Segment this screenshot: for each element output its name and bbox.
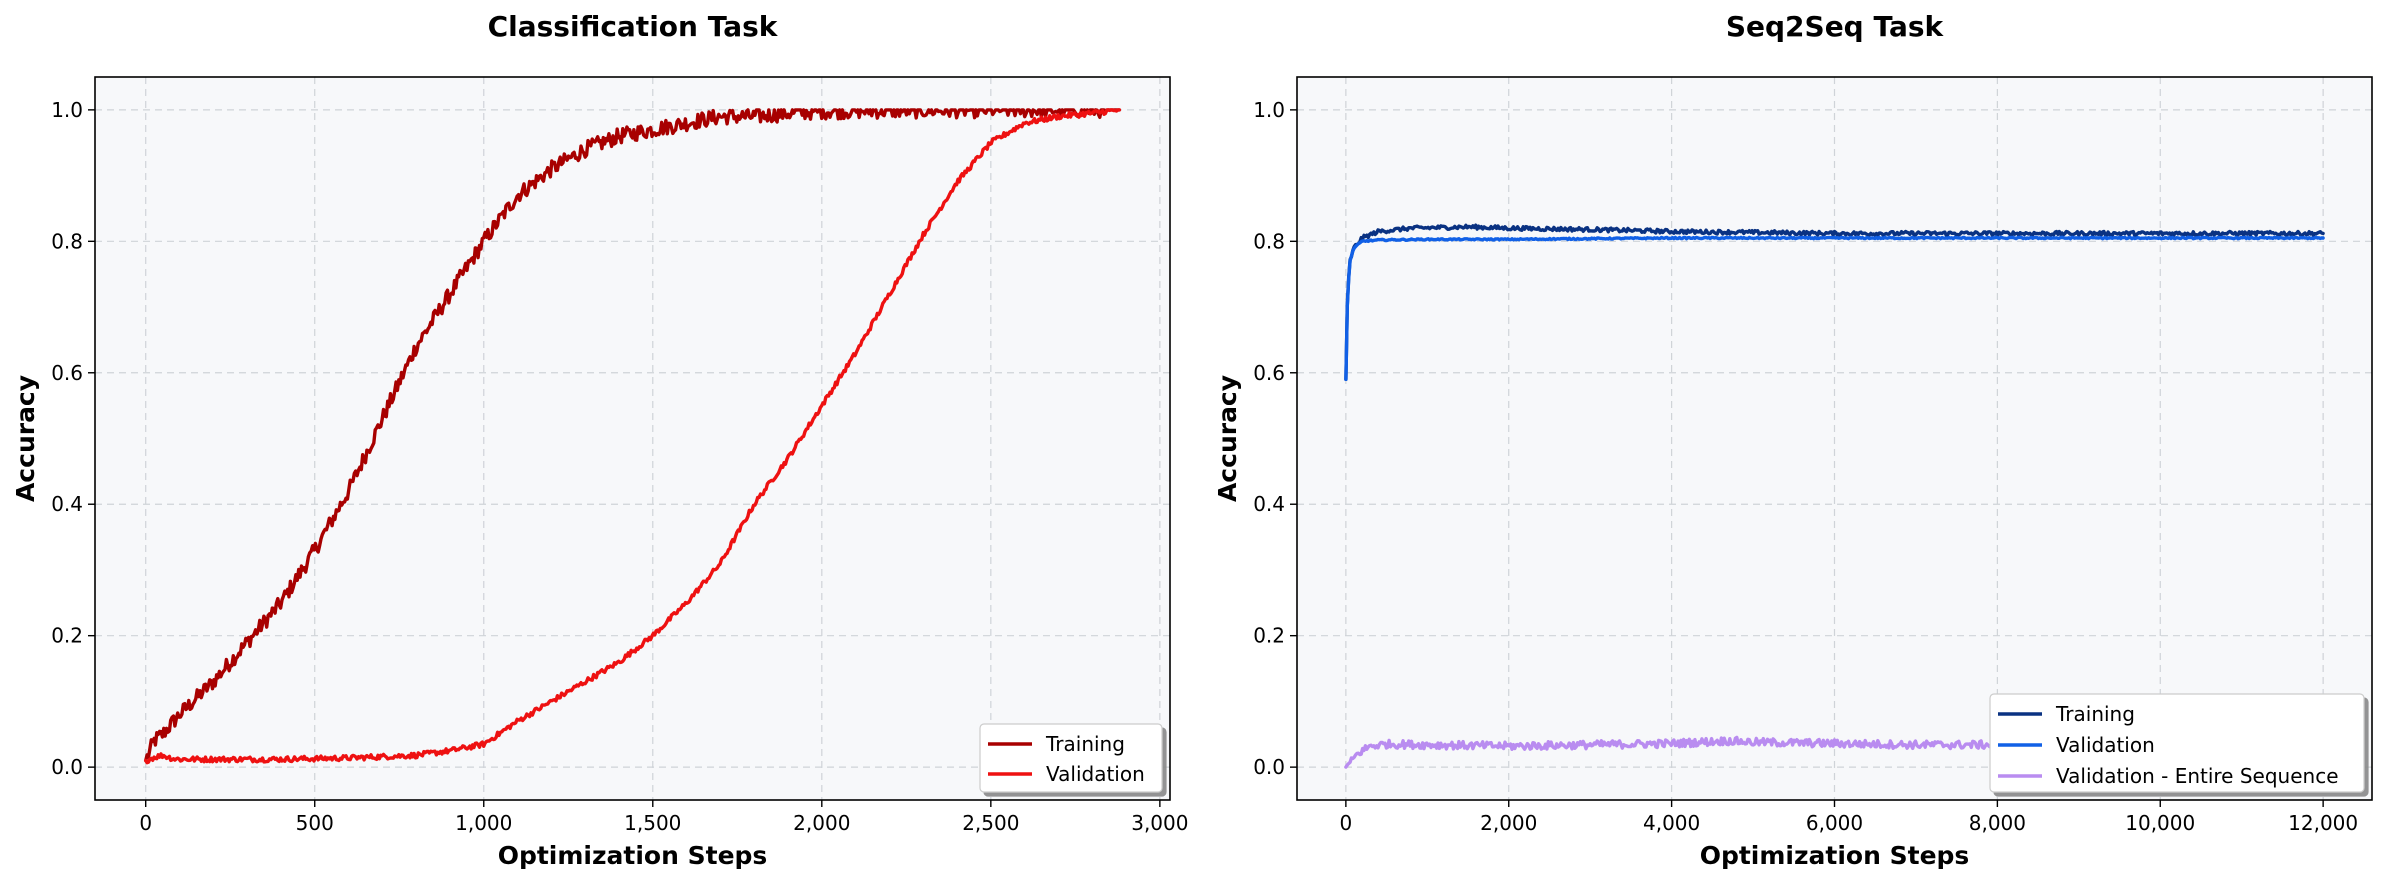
x-axis-label: Optimization Steps [498, 841, 768, 870]
x-tick-label: 1,000 [455, 811, 512, 835]
legend-box [1989, 693, 2365, 793]
series-line [144, 108, 1121, 765]
x-tick-label: 6,000 [1806, 811, 1863, 835]
y-tick-label: 0.2 [51, 624, 83, 648]
x-tick-label: 2,500 [962, 811, 1019, 835]
series-line [1344, 223, 2325, 381]
series-line [1344, 235, 2325, 381]
y-tick-label: 1.0 [51, 98, 83, 122]
y-tick-label: 0.4 [51, 492, 83, 516]
y-axis-ticks: 0.0 0.2 0.4 0.6 0.8 1.0 [1253, 98, 1297, 779]
x-tick-label: 2,000 [1480, 811, 1537, 835]
y-tick-label: 1.0 [1253, 98, 1285, 122]
y-tick-label: 0.0 [1253, 755, 1285, 779]
x-tick-label: 4,000 [1643, 811, 1700, 835]
y-tick-label: 0.6 [51, 361, 83, 385]
x-axis-ticks: 0 500 1,000 1,500 2,000 2,500 3,000 [139, 800, 1188, 835]
x-axis-label: Optimization Steps [1700, 841, 1970, 870]
seq2seq-chart: 0 2,000 4,000 6,000 8,000 10,000 12,000 0.0 0.2… [1213, 10, 2373, 870]
x-tick-label: 1,500 [624, 811, 681, 835]
plot-frame [94, 76, 1171, 801]
y-axis-label: Accuracy [1213, 375, 1242, 502]
chart-title: Seq2Seq Task [1726, 10, 1945, 43]
chart-title: Classification Task [488, 10, 779, 43]
y-tick-label: 0.4 [1253, 492, 1285, 516]
x-tick-label: 8,000 [1969, 811, 2026, 835]
legend-label: Validation - Entire Sequence [2056, 764, 2339, 788]
legend: Training Validation Validation - Entire Se… [1989, 693, 2365, 793]
x-tick-label: 2,000 [793, 811, 850, 835]
y-tick-label: 0.2 [1253, 624, 1285, 648]
x-tick-label: 0 [1339, 811, 1352, 835]
y-tick-label: 0.6 [1253, 361, 1285, 385]
classification-chart: 0 500 1,000 1,500 2,000 2,500 3,000 0.00.20.40… [11, 10, 1188, 870]
legend-label: Validation [1046, 762, 1145, 786]
y-tick-label: 0.0 [51, 755, 83, 779]
series-line [144, 108, 1121, 763]
legend-label: Training [2055, 702, 2135, 726]
x-tick-label: 0 [139, 811, 152, 835]
legend: Training Validation [979, 723, 1163, 793]
y-tick-label: 0.8 [1253, 229, 1285, 253]
x-tick-label: 500 [296, 811, 334, 835]
y-tick-label: 0.8 [51, 229, 83, 253]
y-axis-label: Accuracy [11, 375, 40, 502]
grid [1297, 77, 2372, 800]
x-tick-label: 3,000 [1131, 811, 1188, 835]
y-axis-ticks: 0.0 0.2 0.4 0.6 0.8 1.0 [51, 98, 95, 779]
plot-area [95, 77, 1170, 800]
legend-label: Validation [2056, 733, 2155, 757]
grid [95, 77, 1170, 800]
legend-label: Training [1045, 732, 1125, 756]
x-axis-ticks: 0 2,000 4,000 6,000 8,000 10,000 12,000 [1339, 800, 2358, 835]
x-tick-label: 10,000 [2125, 811, 2195, 835]
plot-lines [144, 108, 1121, 765]
x-tick-label: 12,000 [2288, 811, 2358, 835]
